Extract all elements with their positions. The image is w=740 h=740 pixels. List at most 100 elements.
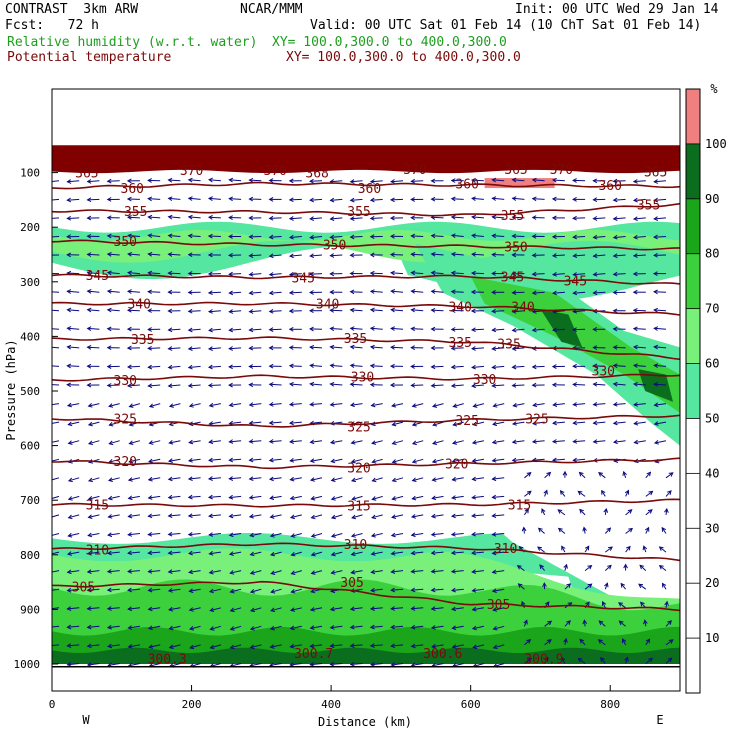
wind-vector (613, 346, 626, 349)
wind-arrowhead (207, 383, 213, 388)
colorbar-swatch (686, 253, 700, 309)
colorbar-label: 10 (705, 631, 719, 645)
wind-vector (412, 440, 424, 445)
wind-vector (67, 663, 80, 666)
wind-vector (107, 551, 120, 554)
wind-vector (87, 180, 100, 183)
wind-vector (128, 607, 140, 610)
wind-vector (411, 607, 424, 610)
wind-vector (654, 198, 667, 201)
wind-arrowhead (551, 253, 557, 258)
wind-arrowhead (601, 600, 607, 606)
wind-vector (544, 472, 551, 479)
wind-arrowhead (430, 178, 436, 184)
wind-arrowhead (491, 177, 497, 183)
wind-arrowhead (632, 326, 638, 332)
wind-arrowhead (309, 439, 315, 445)
wind-vector (573, 254, 586, 257)
wind-arrowhead (582, 526, 587, 532)
wind-vector (391, 403, 404, 407)
wind-vector (351, 514, 363, 519)
wind-arrowhead (450, 531, 456, 537)
wind-arrowhead (612, 271, 618, 277)
wind-arrowhead (410, 624, 416, 630)
wind-arrowhead (107, 643, 113, 649)
wind-arrowhead (209, 644, 215, 650)
wind-vector (209, 533, 221, 536)
wind-vector (350, 180, 363, 183)
wind-vector (370, 309, 383, 312)
wind-vector (472, 533, 484, 535)
wind-vector (209, 458, 221, 461)
wind-arrowhead (391, 477, 397, 483)
wind-arrowhead (329, 661, 335, 667)
wind-arrowhead (551, 439, 557, 444)
wind-arrowhead (585, 601, 590, 607)
theta-label: 325 (114, 412, 137, 427)
wind-vector (310, 273, 323, 275)
colorbar-label: 90 (705, 192, 719, 206)
wind-arrowhead (349, 197, 355, 203)
wind-vector (350, 291, 363, 293)
wind-arrowhead (349, 643, 355, 648)
wind-arrowhead (269, 495, 275, 501)
wind-vector (604, 565, 612, 571)
wind-vector (209, 514, 221, 517)
wind-vector (432, 477, 444, 481)
colorbar-swatch (686, 583, 700, 639)
wind-arrowhead (531, 420, 537, 426)
wind-arrowhead (268, 345, 274, 351)
wind-arrowhead (450, 308, 456, 313)
wind-arrowhead (450, 383, 456, 389)
wind-vector (573, 310, 586, 313)
wind-vector (451, 272, 464, 275)
wind-arrowhead (167, 364, 173, 370)
colorbar-label: 80 (705, 247, 719, 261)
wind-arrowhead (604, 582, 609, 588)
wind-arrowhead (411, 495, 417, 501)
wind-arrowhead (587, 564, 593, 570)
y-tick-label: 300 (20, 276, 40, 289)
wind-vector (665, 639, 674, 646)
wind-arrowhead (106, 345, 112, 351)
wind-vector (188, 197, 201, 200)
wind-vector (88, 477, 100, 482)
wind-vector (311, 551, 323, 556)
wind-arrowhead (551, 271, 557, 277)
wind-arrowhead (228, 364, 233, 370)
wind-vector (544, 639, 552, 646)
wind-vector (493, 607, 505, 611)
wind-arrowhead (329, 643, 335, 649)
wind-vector (391, 346, 404, 349)
wind-arrowhead (612, 363, 618, 369)
wind-arrowhead (167, 196, 173, 202)
wind-arrowhead (491, 271, 496, 276)
wind-vector (633, 364, 646, 367)
theta-label: 315 (508, 499, 531, 514)
wind-vector (310, 346, 323, 349)
wind-arrowhead (86, 326, 92, 332)
wind-arrowhead (268, 308, 274, 314)
wind-arrowhead (389, 197, 395, 203)
wind-vector (472, 458, 484, 462)
wind-vector (290, 625, 302, 630)
wind-vector (371, 440, 383, 444)
wind-arrowhead (268, 234, 274, 240)
y-tick-label: 600 (20, 440, 40, 453)
wind-arrowhead (639, 564, 645, 570)
wind-vector (552, 328, 565, 331)
wind-arrowhead (47, 180, 51, 184)
wind-vector (411, 290, 424, 293)
wind-vector (269, 440, 282, 443)
wind-arrowhead (471, 625, 477, 631)
wind-vector (659, 546, 667, 553)
wind-arrowhead (66, 587, 72, 593)
wind-vector (391, 607, 404, 610)
wind-arrowhead (268, 253, 274, 259)
wind-vector (573, 236, 586, 238)
humidity-fill (52, 145, 680, 664)
wind-vector (584, 546, 590, 553)
wind-arrowhead (512, 402, 518, 408)
field1-name: Relative humidity (w.r.t. water) (7, 35, 258, 50)
x-tick-label: 0 (49, 698, 56, 711)
